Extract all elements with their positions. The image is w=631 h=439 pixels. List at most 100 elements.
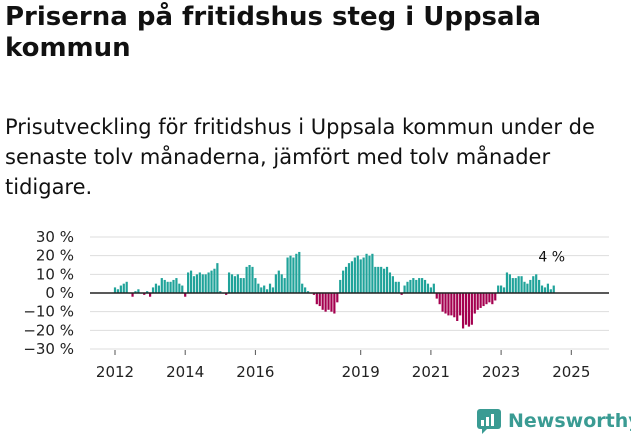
- bar: [365, 253, 368, 293]
- bar: [347, 263, 351, 293]
- bar: [514, 278, 517, 293]
- y-tick-label: −20 %: [23, 321, 74, 339]
- bar: [187, 272, 190, 293]
- bar: [467, 293, 471, 327]
- bar: [497, 285, 500, 293]
- bar: [421, 278, 424, 293]
- bar: [245, 266, 248, 293]
- bar: [517, 276, 520, 293]
- y-tick-label: 10 %: [36, 265, 74, 283]
- bar: [198, 272, 201, 293]
- bar: [339, 279, 342, 293]
- bar: [336, 293, 339, 303]
- bar: [368, 255, 371, 293]
- bar: [204, 274, 207, 293]
- bar: [374, 266, 377, 293]
- bar: [295, 253, 298, 293]
- bar: [377, 266, 380, 293]
- bar: [163, 279, 166, 293]
- bar: [207, 272, 210, 293]
- bar: [227, 272, 231, 293]
- bar: [412, 278, 415, 293]
- bar: [268, 283, 272, 293]
- bar: [432, 283, 435, 293]
- bar: [175, 278, 178, 293]
- bar: [540, 285, 544, 293]
- bar: [160, 278, 163, 293]
- bar: [508, 274, 511, 293]
- bar: [321, 293, 324, 310]
- bar: [157, 285, 160, 293]
- x-tick-label: 2023: [482, 363, 520, 381]
- bar: [274, 274, 277, 293]
- bar: [397, 281, 400, 293]
- bar: [400, 293, 403, 295]
- bar: [225, 293, 228, 295]
- bar: [491, 293, 494, 305]
- bar: [494, 293, 497, 301]
- bar: [263, 285, 266, 293]
- bar: [482, 293, 485, 307]
- bar: [286, 257, 289, 293]
- bar: [359, 259, 362, 293]
- bar: [327, 293, 330, 310]
- newsworthy-logo: Newsworthy: [476, 406, 631, 436]
- bar: [415, 279, 418, 293]
- bar: [125, 281, 128, 293]
- bar: [485, 293, 488, 305]
- x-tick-label: 2025: [552, 363, 590, 381]
- bar: [383, 268, 386, 293]
- bar: [149, 293, 152, 297]
- bar: [181, 285, 184, 293]
- y-tick-label: −30 %: [23, 340, 74, 358]
- bar: [236, 274, 239, 293]
- bar: [277, 270, 280, 293]
- bar: [131, 293, 134, 297]
- bar: [333, 293, 336, 314]
- bar: [169, 281, 172, 293]
- bar: [266, 289, 269, 293]
- bar: [344, 266, 348, 293]
- latest-value-label: 4 %: [538, 250, 565, 266]
- bar: [324, 293, 327, 312]
- bar: [178, 283, 181, 293]
- bar: [304, 287, 307, 293]
- bar: [362, 257, 365, 293]
- bar: [438, 293, 441, 305]
- bar: [511, 278, 514, 293]
- x-tick-label: 2016: [236, 363, 274, 381]
- bar: [271, 287, 275, 293]
- bar: [201, 274, 204, 293]
- y-tick-label: 30 %: [36, 228, 74, 246]
- bar: [394, 281, 397, 293]
- bar: [532, 276, 535, 293]
- bar: [447, 293, 450, 316]
- bar: [456, 293, 459, 321]
- bar: [350, 261, 354, 293]
- bar: [230, 274, 234, 293]
- bar: [444, 293, 447, 314]
- bar: [502, 287, 506, 293]
- newsworthy-icon: [477, 409, 501, 434]
- bar: [318, 293, 321, 307]
- bar: [280, 274, 283, 293]
- bar: [233, 276, 237, 293]
- bar: [119, 285, 122, 293]
- bar: [543, 287, 547, 293]
- bar: [301, 283, 304, 293]
- bar: [330, 293, 333, 312]
- bar: [520, 276, 523, 293]
- chart-subtitle: Prisutveckling för fritidshus i Uppsala …: [5, 115, 595, 199]
- y-tick-label: −10 %: [23, 303, 74, 321]
- bar: [535, 274, 538, 293]
- bar: [292, 257, 295, 293]
- bar: [143, 293, 146, 295]
- bar: [184, 293, 187, 297]
- bar: [479, 293, 482, 308]
- bar: [116, 289, 120, 293]
- bar: [450, 293, 453, 316]
- bar: [242, 278, 245, 293]
- bar: [461, 293, 465, 329]
- bar: [385, 266, 389, 293]
